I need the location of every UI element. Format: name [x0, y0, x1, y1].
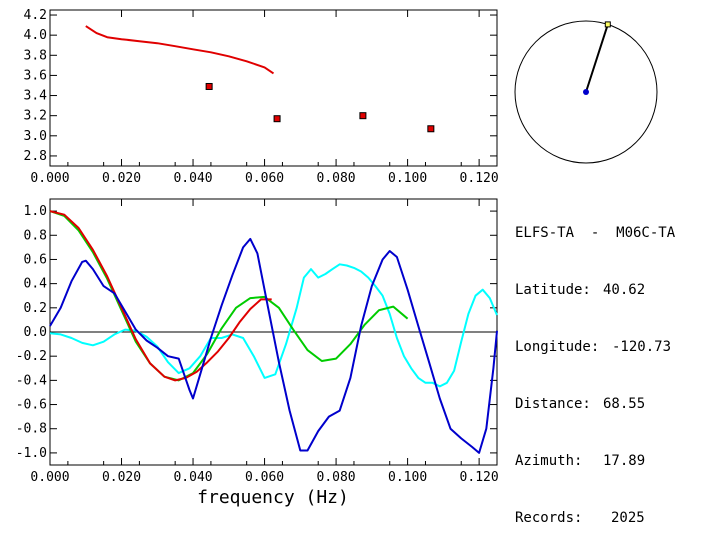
bottom-y-tick-label: 0.0: [24, 325, 47, 340]
top-y-tick-label: 3.0: [24, 129, 47, 144]
top-y-tick-label: 4.0: [24, 28, 47, 43]
top-data-point: [359, 112, 367, 120]
top-y-tick-label: 3.6: [24, 68, 47, 83]
bottom-y-tick-label: -1.0: [16, 446, 47, 461]
info-value: 68.55: [603, 396, 646, 412]
top-x-tick-label: 0.100: [388, 171, 427, 186]
bottom-series-line-3: [49, 237, 498, 454]
info-row-azimuth: Azimuth: 17.89: [515, 452, 675, 471]
top-data-point: [205, 82, 213, 90]
bottom-x-tick-label: 0.060: [245, 470, 284, 485]
azimuth-dial: [514, 20, 658, 164]
top-chart-frame: [49, 9, 498, 167]
top-x-tick-label: 0.080: [317, 171, 356, 186]
info-value: 17.89: [603, 453, 646, 469]
bottom-y-tick-label: 0.8: [24, 228, 47, 243]
top-chart-ticks: 0.000 0.020 0.040 0.060 0.080 0.100 0.120 2.8 3.…: [24, 8, 499, 186]
station-info-panel: ELFS-TA - M06C-TA Latitude: 40.62 Longitu…: [515, 186, 675, 547]
top-y-tick-label: 3.8: [24, 48, 47, 63]
dial-circle: [514, 20, 658, 164]
top-data-point: [273, 115, 281, 123]
top-series-line-0: [85, 25, 275, 75]
top-y-tick-label: 4.2: [24, 8, 47, 23]
dial-center-dot: [583, 89, 589, 95]
top-x-tick-label: 0.000: [30, 171, 69, 186]
bottom-chart: 0.000 0.020 0.040 0.060 0.080 0.100 0.120 1.0 0.…: [16, 198, 499, 508]
bottom-y-tick-label: -0.8: [16, 422, 47, 437]
top-x-tick-label: 0.060: [245, 171, 284, 186]
bottom-y-tick-label: 0.6: [24, 252, 47, 267]
figure: 0.000 0.020 0.040 0.060 0.080 0.100 0.120 2.8 3.…: [16, 8, 658, 508]
top-y-tick-label: 3.2: [24, 109, 47, 124]
bottom-y-tick-label: 0.4: [24, 277, 48, 292]
info-row-latitude: Latitude: 40.62: [515, 281, 675, 300]
top-y-tick-label: 3.4: [24, 89, 48, 104]
top-chart: 0.000 0.020 0.040 0.060 0.080 0.100 0.120 2.8 3.…: [24, 8, 499, 186]
top-x-tick-label: 0.120: [460, 171, 499, 186]
top-x-tick-label: 0.020: [102, 171, 141, 186]
bottom-series-line-1: [49, 210, 409, 382]
bottom-series-line-2: [49, 210, 272, 382]
info-value: -120.73: [612, 339, 672, 355]
bottom-y-tick-label: -0.4: [16, 373, 47, 388]
info-label: Azimuth:: [515, 453, 583, 469]
bottom-chart-ticks: 0.000 0.020 0.040 0.060 0.080 0.100 0.120 1.0 0.…: [16, 199, 499, 485]
bottom-x-tick-label: 0.020: [102, 470, 141, 485]
info-label: Distance:: [515, 396, 591, 412]
info-row-distance: Distance: 68.55: [515, 395, 675, 414]
dial-station-marker: [604, 21, 611, 28]
info-label: Records:: [515, 510, 583, 526]
bottom-x-tick-label: 0.120: [460, 470, 499, 485]
top-data-point: [427, 125, 435, 133]
bottom-y-tick-label: -0.6: [16, 398, 47, 413]
bottom-x-tick-label: 0.100: [388, 470, 427, 485]
top-x-tick-label: 0.040: [173, 171, 212, 186]
x-axis-label: frequency (Hz): [197, 487, 349, 508]
dial-needle: [585, 24, 609, 93]
bottom-y-tick-label: -0.2: [16, 349, 47, 364]
info-row-longitude: Longitude: -120.73: [515, 338, 675, 357]
bottom-y-tick-label: 0.2: [24, 301, 47, 316]
info-value: 40.62: [603, 282, 646, 298]
bottom-chart-series: [49, 210, 498, 454]
bottom-x-tick-label: 0.080: [317, 470, 356, 485]
info-label: Longitude:: [515, 339, 600, 355]
station-pair-title: ELFS-TA - M06C-TA: [515, 225, 676, 241]
info-label: Latitude:: [515, 282, 591, 298]
bottom-x-tick-label: 0.040: [173, 470, 212, 485]
top-chart-series: [85, 25, 435, 133]
top-y-tick-label: 2.8: [24, 149, 47, 164]
bottom-x-tick-label: 0.000: [30, 470, 69, 485]
bottom-y-tick-label: 1.0: [24, 204, 47, 219]
